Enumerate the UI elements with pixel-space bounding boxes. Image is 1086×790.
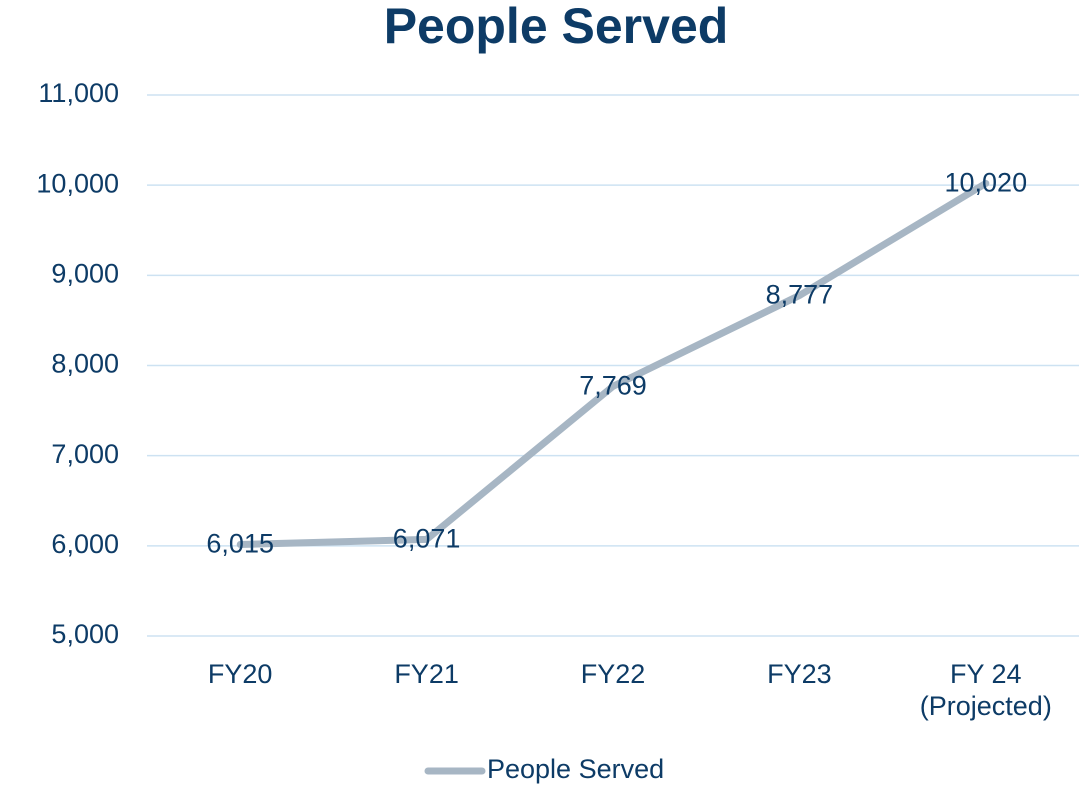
x-tick-label: FY23 xyxy=(767,659,832,689)
y-tick-label: 7,000 xyxy=(51,439,119,469)
x-tick-label: FY22 xyxy=(580,659,646,689)
x-tick-label: FY 24 (Projected) xyxy=(919,659,1052,721)
legend-label: People Served xyxy=(487,754,664,784)
data-label: 8,777 xyxy=(766,280,834,310)
chart-title: People Served xyxy=(384,0,729,54)
y-tick-label: 10,000 xyxy=(36,168,119,198)
x-tick-label: FY21 xyxy=(394,659,459,689)
y-tick-label: 6,000 xyxy=(51,529,119,559)
y-tick-label: 11,000 xyxy=(38,78,119,108)
y-tick-label: 9,000 xyxy=(51,258,119,288)
y-tick-label: 5,000 xyxy=(51,619,119,649)
data-line xyxy=(236,179,990,548)
y-tick-label: 8,000 xyxy=(51,349,119,379)
data-label: 10,020 xyxy=(945,167,1028,197)
data-label: 6,015 xyxy=(206,529,274,559)
data-label: 6,071 xyxy=(393,524,461,554)
data-label: 7,769 xyxy=(579,370,647,400)
x-tick-label: FY20 xyxy=(207,659,273,689)
